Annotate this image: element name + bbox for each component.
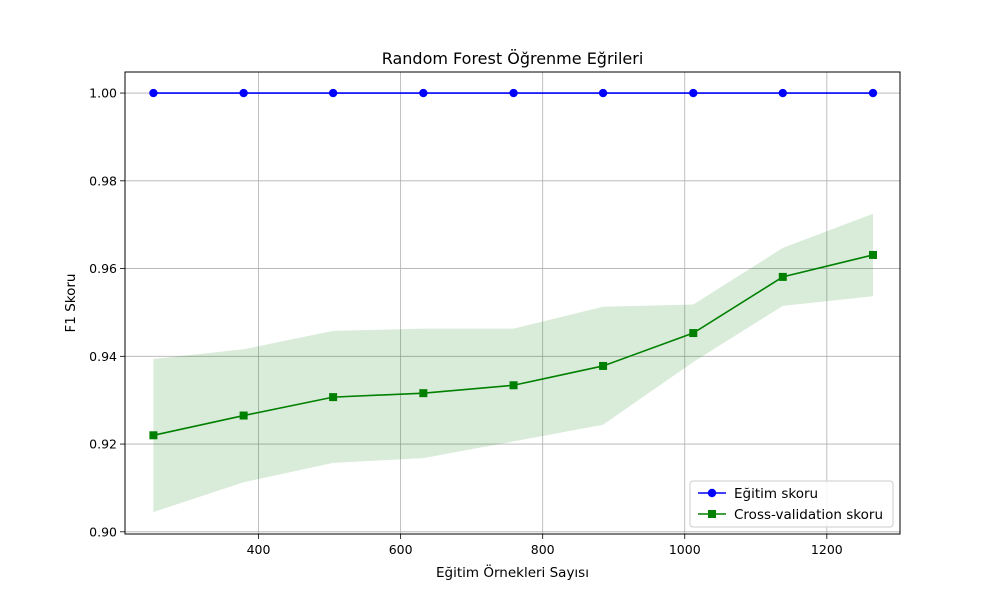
series-0-point [598, 88, 608, 98]
series-0-point [868, 88, 878, 98]
series-1-point [599, 361, 608, 370]
x-tick-label: 800 [531, 542, 555, 557]
y-axis-label: F1 Skoru [63, 274, 79, 333]
y-tick-label: 0.96 [89, 261, 117, 276]
series-0-point [328, 88, 338, 98]
legend-label-0: Eğitim skoru [734, 486, 818, 502]
series-0-point [149, 88, 158, 98]
series-1-point [329, 393, 338, 402]
series-1-point [689, 329, 698, 338]
series-1-confidence-band [153, 213, 874, 513]
series-1-point [778, 272, 787, 281]
series-0-point [419, 88, 428, 98]
series-1-point [419, 389, 428, 398]
legend-label-1: Cross-validation skoru [734, 507, 883, 523]
series-layer [149, 88, 878, 440]
legend-box [689, 480, 894, 528]
legend: Eğitim skoru Cross-validation skoru [689, 480, 894, 528]
series-1-point [509, 381, 518, 390]
series-1-point [239, 411, 248, 420]
tick-layer: 400 600 800 1000 1200 0.90 0.92 0.94 0.96 0.98 1.0… [89, 86, 843, 557]
series-1-point [149, 431, 158, 440]
x-tick-label: 600 [389, 542, 413, 557]
chart-title: Random Forest Öğrenme Eğrileri [382, 49, 644, 68]
series-0-point [509, 88, 518, 98]
legend-marker-1 [708, 510, 716, 518]
series-0-point [689, 88, 698, 98]
y-tick-label: 0.98 [89, 173, 117, 188]
plot-frame [124, 71, 901, 535]
y-tick-label: 1.00 [89, 86, 117, 101]
y-tick-label: 0.92 [89, 437, 117, 452]
x-tick-label: 1000 [669, 542, 701, 557]
legend-marker-0 [707, 488, 717, 498]
series-0-point [778, 88, 787, 98]
confidence-band-layer [153, 213, 874, 513]
x-axis-label: Eğitim Örnekleri Sayısı [436, 563, 589, 581]
x-tick-label: 1200 [811, 542, 843, 557]
y-tick-label: 0.94 [89, 349, 117, 364]
x-tick-label: 400 [247, 542, 271, 557]
y-tick-label: 0.90 [89, 524, 117, 539]
series-1-point [869, 250, 878, 259]
series-0-point [239, 88, 248, 98]
